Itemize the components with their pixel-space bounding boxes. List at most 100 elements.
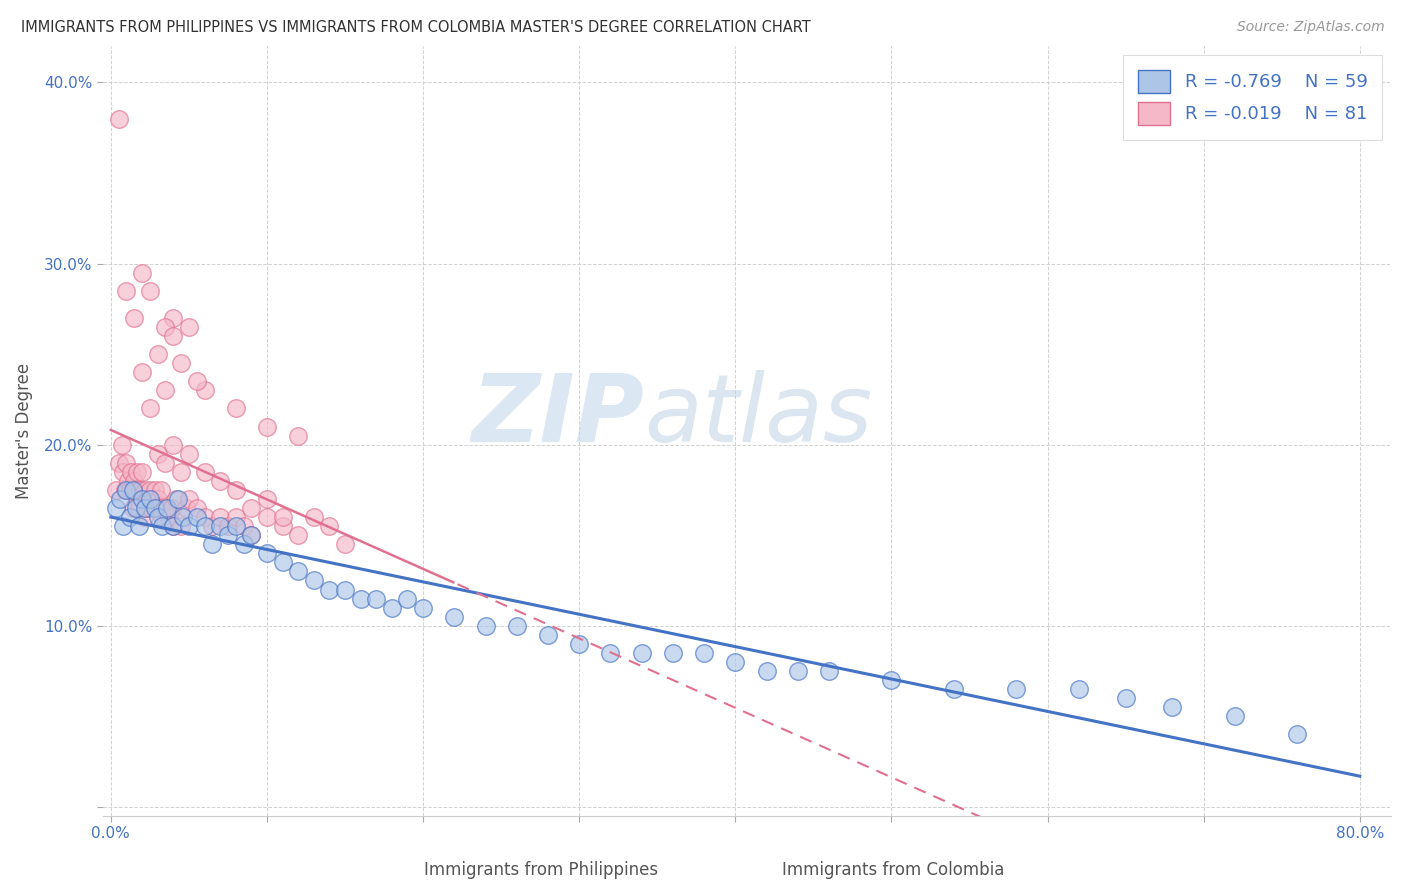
Point (145, 501, 167, 516)
Point (786, 664, 808, 678)
Point (232, 537, 254, 551)
Point (122, 474, 145, 488)
Point (333, 537, 356, 551)
Point (818, 664, 841, 678)
Point (115, 284, 138, 298)
Point (568, 637, 591, 651)
Point (177, 491, 200, 506)
Point (256, 491, 278, 506)
Point (118, 483, 141, 497)
Text: Immigrants from Philippines: Immigrants from Philippines (425, 861, 658, 879)
Point (396, 591, 419, 606)
Point (125, 501, 148, 516)
Point (146, 510, 169, 524)
Point (104, 501, 127, 516)
Point (240, 501, 263, 516)
Point (209, 519, 232, 533)
Point (121, 483, 143, 497)
Point (256, 419, 278, 434)
Text: ZIP: ZIP (471, 369, 644, 462)
Point (333, 582, 356, 597)
Point (177, 447, 200, 461)
Text: Immigrants from Colombia: Immigrants from Colombia (782, 861, 1004, 879)
Point (131, 365, 153, 379)
Point (170, 465, 193, 479)
Point (131, 266, 153, 280)
Point (134, 483, 156, 497)
Point (160, 501, 183, 516)
Point (193, 510, 215, 524)
Point (122, 310, 145, 325)
Point (114, 483, 136, 497)
Point (693, 646, 716, 660)
Point (128, 501, 150, 516)
Point (129, 483, 152, 497)
Point (107, 456, 129, 470)
Point (1005, 682, 1028, 697)
Point (225, 519, 247, 533)
Point (162, 519, 184, 533)
Point (155, 501, 177, 516)
Point (155, 320, 177, 334)
Text: atlas: atlas (644, 370, 872, 461)
Point (366, 591, 388, 606)
Point (318, 582, 340, 597)
Point (209, 510, 232, 524)
Point (162, 310, 184, 325)
Point (318, 519, 340, 533)
Point (256, 546, 278, 560)
Point (1115, 691, 1137, 706)
Legend: R = -0.769    N = 59, R = -0.019    N = 81: R = -0.769 N = 59, R = -0.019 N = 81 (1123, 55, 1382, 139)
Point (112, 465, 135, 479)
Point (143, 501, 166, 516)
Point (599, 646, 621, 660)
Y-axis label: Master's Degree: Master's Degree (15, 363, 32, 500)
Point (162, 329, 184, 343)
Point (132, 510, 155, 524)
Point (170, 519, 193, 533)
Point (186, 510, 208, 524)
Point (150, 510, 173, 524)
Point (112, 519, 135, 533)
Point (146, 491, 169, 506)
Point (165, 491, 187, 506)
Point (142, 491, 165, 506)
Point (139, 491, 162, 506)
Point (217, 528, 239, 542)
Point (443, 609, 465, 624)
Point (128, 519, 150, 533)
Point (474, 619, 496, 633)
Point (111, 437, 134, 451)
Point (167, 491, 190, 506)
Point (193, 384, 215, 398)
Point (148, 501, 170, 516)
Point (170, 356, 193, 370)
Point (287, 428, 309, 442)
Point (662, 646, 685, 660)
Point (141, 501, 163, 516)
Point (232, 519, 254, 533)
Point (172, 510, 194, 524)
Point (240, 528, 263, 542)
Point (139, 284, 162, 298)
Point (136, 491, 159, 506)
Point (880, 673, 903, 687)
Point (724, 655, 747, 669)
Point (150, 519, 173, 533)
Point (143, 483, 166, 497)
Point (139, 483, 162, 497)
Point (537, 628, 560, 642)
Point (271, 555, 294, 569)
Point (156, 501, 179, 516)
Point (271, 519, 294, 533)
Point (155, 384, 177, 398)
Point (177, 519, 200, 533)
Point (186, 501, 208, 516)
Point (135, 501, 157, 516)
Point (225, 510, 247, 524)
Point (1067, 682, 1090, 697)
Point (177, 320, 200, 334)
Point (381, 600, 404, 615)
Point (225, 483, 247, 497)
Point (186, 374, 208, 388)
